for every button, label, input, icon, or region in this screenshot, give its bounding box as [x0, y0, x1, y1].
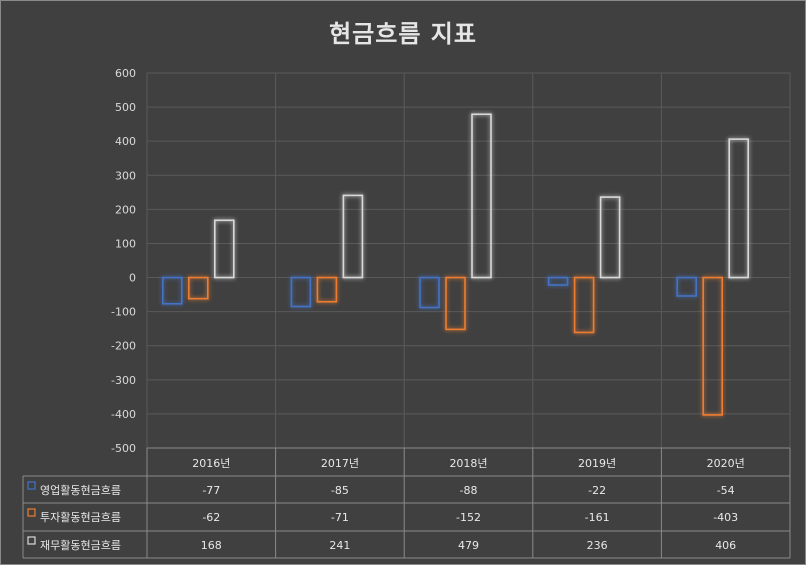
data-label: -62: [202, 511, 220, 524]
series-name: 투자활동현금흐름: [40, 510, 121, 524]
data-label: 168: [201, 539, 222, 552]
data-label: -403: [713, 511, 738, 524]
x-tick-label: 2020년: [707, 457, 745, 470]
bar: [445, 276, 466, 331]
data-label: -88: [460, 484, 478, 497]
data-label: -161: [585, 511, 610, 524]
y-tick-label: 200: [115, 203, 136, 216]
data-label: -22: [588, 484, 606, 497]
y-tick-label: 100: [115, 237, 136, 250]
y-tick-label: 0: [129, 272, 136, 285]
bar: [290, 276, 312, 308]
y-tick-label: 400: [115, 135, 136, 148]
data-label: -71: [331, 511, 349, 524]
x-tick-label: 2016년: [192, 457, 230, 470]
y-tick-label: -300: [111, 374, 136, 387]
legend-key: [27, 536, 36, 545]
grid-lines: [146, 72, 791, 449]
bar: [471, 113, 492, 279]
y-tick-label: 600: [115, 67, 136, 80]
chart-title: 현금흐름 지표: [329, 20, 477, 48]
data-label: -54: [717, 484, 735, 497]
y-tick-label: -200: [111, 340, 136, 353]
data-label: 479: [458, 539, 479, 552]
legend-key: [27, 481, 36, 490]
bar: [573, 276, 595, 334]
bar: [599, 196, 621, 279]
y-tick-label: -500: [111, 442, 136, 455]
data-label: -85: [331, 484, 349, 497]
y-tick-label: -100: [111, 306, 136, 319]
bar-series: [162, 113, 750, 416]
y-tick-label: 500: [115, 101, 136, 114]
data-label: 406: [715, 539, 736, 552]
bar: [702, 276, 724, 416]
bar: [188, 276, 209, 300]
bar: [676, 276, 698, 297]
x-tick-label: 2017년: [321, 457, 359, 470]
bar: [162, 276, 183, 305]
data-label: -152: [456, 511, 481, 524]
bar: [342, 194, 364, 279]
data-label: -77: [202, 484, 220, 497]
series-name: 영업활동현금흐름: [40, 483, 121, 497]
bar: [214, 219, 235, 279]
bar: [728, 138, 750, 279]
data-label: 241: [329, 539, 350, 552]
series-name: 재무활동현금흐름: [40, 538, 121, 552]
y-tick-label: 300: [115, 169, 136, 182]
y-tick-label: -400: [111, 408, 136, 421]
x-tick-label: 2018년: [449, 457, 487, 470]
bar: [547, 276, 569, 286]
x-tick-label: 2019년: [578, 457, 616, 470]
bar: [419, 276, 440, 309]
y-axis: 600 500 400 300 200 100 0 -100 -200 -300 -400 -500: [111, 67, 136, 455]
legend-key: [27, 508, 36, 517]
bar: [316, 276, 338, 303]
data-label: 236: [587, 539, 608, 552]
